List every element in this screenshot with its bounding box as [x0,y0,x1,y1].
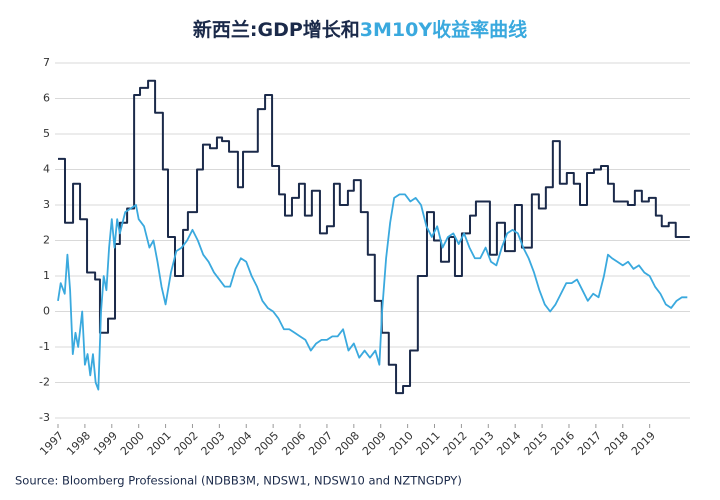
x-tick-label: 2017 [575,429,604,458]
x-tick-label: 2018 [602,429,631,458]
x-tick-label: 2012 [441,429,470,458]
x-tick-label: 2009 [360,429,389,458]
y-tick-label: 1 [43,269,50,282]
y-tick-label: -1 [39,340,50,353]
x-tick-label: 1997 [37,429,66,458]
series-line [57,193,688,391]
y-tick-label: 7 [43,56,50,69]
title-part: 新西兰:GDP增长和 [193,18,360,41]
y-tick-label: -3 [39,411,50,424]
x-tick-label: 2007 [306,429,335,458]
x-tick-label: 2006 [279,429,308,458]
y-tick-label: 0 [43,305,50,318]
x-tick-label: 2013 [468,429,497,458]
x-tick-label: 2002 [172,429,201,458]
y-tick-label: 5 [43,127,50,140]
x-tick-label: 2016 [548,429,577,458]
x-tick-label: 2004 [226,429,255,458]
x-tick-label: 2019 [629,429,658,458]
x-tick-label: 1998 [64,429,93,458]
x-tick-label: 2015 [521,429,550,458]
title-part: 3M10Y收益率曲线 [360,18,527,41]
source-note: Source: Bloomberg Professional (NDBB3M, … [15,474,462,488]
x-tick-label: 2010 [387,429,416,458]
x-tick-label: 1999 [91,429,120,458]
x-tick-label: 2011 [414,429,443,458]
x-tick-label: 2001 [145,429,174,458]
series-line [58,79,690,395]
y-tick-label: 2 [43,234,50,247]
y-tick-label: 4 [43,163,50,176]
x-tick-label: 2005 [252,429,281,458]
y-tick-label: -2 [39,376,50,389]
y-tick-label: 3 [43,198,50,211]
x-tick-label: 2014 [494,429,523,458]
x-tick-label: 2008 [333,429,362,458]
x-tick-label: 2000 [118,429,147,458]
chart-title: 新西兰:GDP增长和3M10Y收益率曲线 [193,18,527,41]
x-tick-label: 2003 [199,429,228,458]
y-tick-label: 6 [43,92,50,105]
